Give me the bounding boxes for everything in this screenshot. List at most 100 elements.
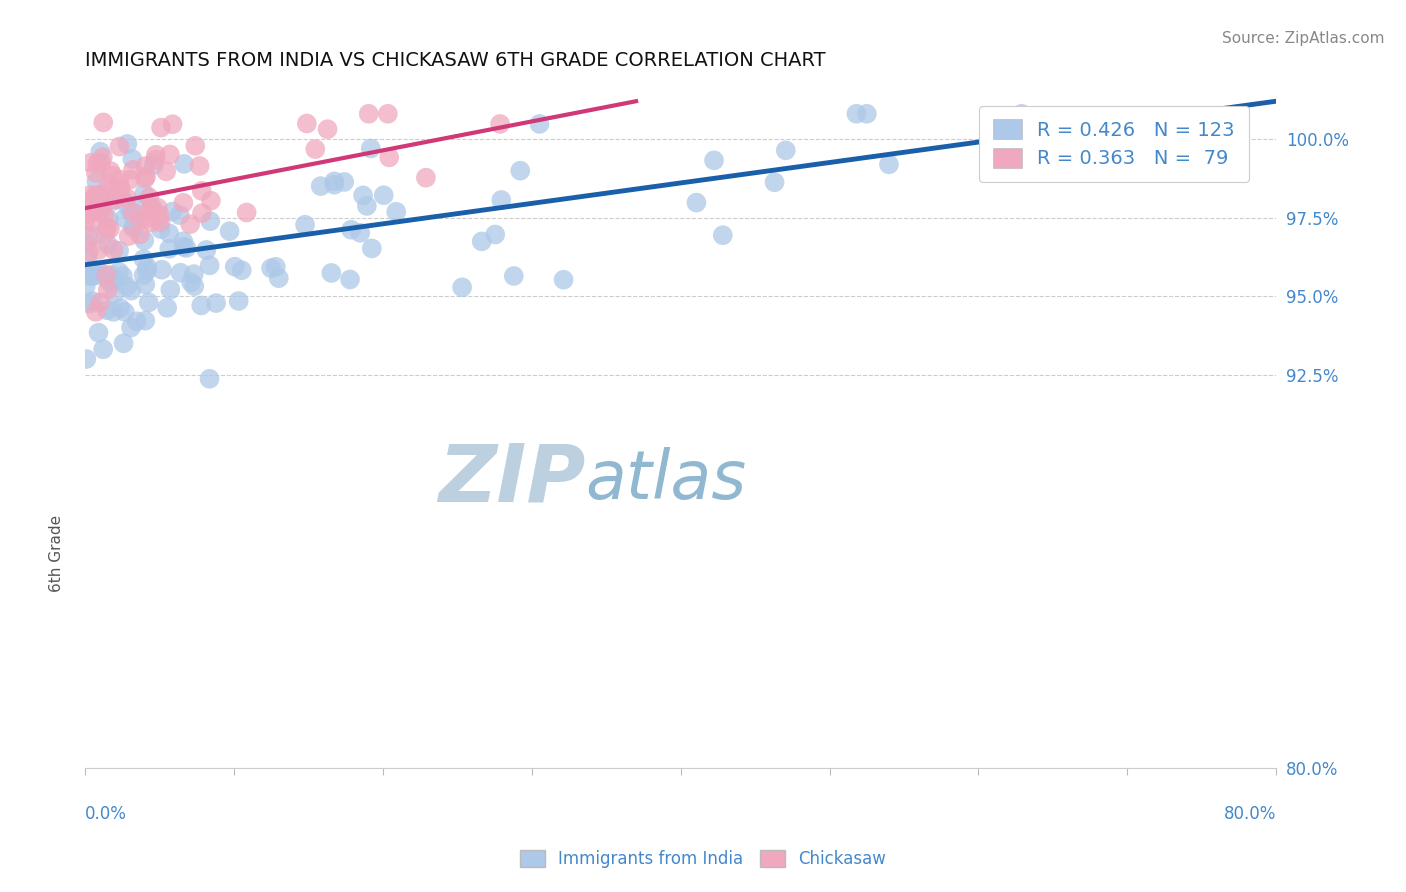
Point xyxy=(136,264,159,278)
Point xyxy=(134,159,156,173)
Point xyxy=(100,184,122,198)
Point xyxy=(117,136,139,151)
Point xyxy=(77,268,100,283)
Point xyxy=(89,265,111,279)
Point xyxy=(103,243,125,257)
Text: Source: ZipAtlas.com: Source: ZipAtlas.com xyxy=(1222,31,1385,46)
Point xyxy=(125,207,148,221)
Point xyxy=(304,142,326,156)
Point xyxy=(128,227,150,242)
Point xyxy=(108,244,131,258)
Point xyxy=(91,115,114,129)
Point xyxy=(775,144,797,158)
Point xyxy=(96,268,118,283)
Point xyxy=(97,237,120,252)
Point xyxy=(195,243,218,257)
Point xyxy=(198,259,221,273)
Text: 6th Grade: 6th Grade xyxy=(49,515,63,591)
Point xyxy=(89,295,111,310)
Point xyxy=(90,155,112,169)
Point xyxy=(141,202,163,216)
Point xyxy=(82,262,104,277)
Point xyxy=(114,195,136,210)
Text: 0.0%: 0.0% xyxy=(86,805,127,823)
Point xyxy=(101,274,124,288)
Text: 80.0%: 80.0% xyxy=(1223,805,1277,823)
Point xyxy=(89,204,111,219)
Point xyxy=(101,194,124,208)
Point xyxy=(83,190,105,204)
Point xyxy=(82,294,104,309)
Point xyxy=(200,194,222,208)
Point xyxy=(91,202,114,217)
Point xyxy=(114,211,136,226)
Point xyxy=(75,351,97,366)
Point xyxy=(378,150,401,164)
Point xyxy=(77,229,100,244)
Point xyxy=(138,190,160,204)
Point xyxy=(323,178,346,192)
Point xyxy=(491,193,513,207)
Point xyxy=(136,211,159,225)
Text: IMMIGRANTS FROM INDIA VS CHICKASAW 6TH GRADE CORRELATION CHART: IMMIGRANTS FROM INDIA VS CHICKASAW 6TH G… xyxy=(86,51,825,70)
Point xyxy=(86,156,108,170)
Point xyxy=(115,279,138,293)
Point xyxy=(200,214,222,228)
Point xyxy=(114,305,136,319)
Point xyxy=(97,271,120,285)
Point xyxy=(173,240,195,254)
Point xyxy=(98,221,121,235)
Point xyxy=(149,215,172,229)
Point xyxy=(75,213,97,227)
Point xyxy=(110,301,132,315)
Point xyxy=(1011,107,1033,121)
Point xyxy=(260,261,283,276)
Point xyxy=(349,226,371,240)
Point xyxy=(309,179,332,194)
Point xyxy=(159,283,181,297)
Point xyxy=(101,169,124,183)
Point xyxy=(184,138,207,153)
Point xyxy=(120,203,142,218)
Point xyxy=(179,217,201,231)
Point xyxy=(162,204,184,219)
Point xyxy=(188,159,211,173)
Point xyxy=(136,260,159,275)
Point xyxy=(103,305,125,319)
Point xyxy=(218,224,240,238)
Point xyxy=(150,262,173,277)
Point xyxy=(267,271,290,285)
Point xyxy=(108,172,131,186)
Point xyxy=(79,204,101,219)
Point xyxy=(97,283,120,297)
Point xyxy=(90,187,112,202)
Point xyxy=(333,175,356,189)
Text: atlas: atlas xyxy=(585,447,747,513)
Point xyxy=(79,296,101,310)
Point xyxy=(141,215,163,229)
Point xyxy=(84,305,107,319)
Legend: R = 0.426   N = 123, R = 0.363   N =  79: R = 0.426 N = 123, R = 0.363 N = 79 xyxy=(979,106,1249,182)
Point xyxy=(104,193,127,207)
Point xyxy=(91,150,114,164)
Point xyxy=(155,164,177,178)
Point xyxy=(83,228,105,243)
Point xyxy=(103,286,125,301)
Point xyxy=(340,223,363,237)
Point xyxy=(845,107,868,121)
Point xyxy=(118,229,141,244)
Point xyxy=(149,209,172,223)
Point xyxy=(157,227,180,241)
Point xyxy=(122,220,145,235)
Point xyxy=(80,215,103,229)
Point xyxy=(134,171,156,186)
Point xyxy=(93,208,115,222)
Point xyxy=(509,163,531,178)
Point xyxy=(77,208,100,222)
Point xyxy=(105,273,128,287)
Point xyxy=(79,188,101,202)
Point xyxy=(100,164,122,178)
Point xyxy=(877,157,900,171)
Point xyxy=(80,155,103,169)
Point xyxy=(294,218,316,232)
